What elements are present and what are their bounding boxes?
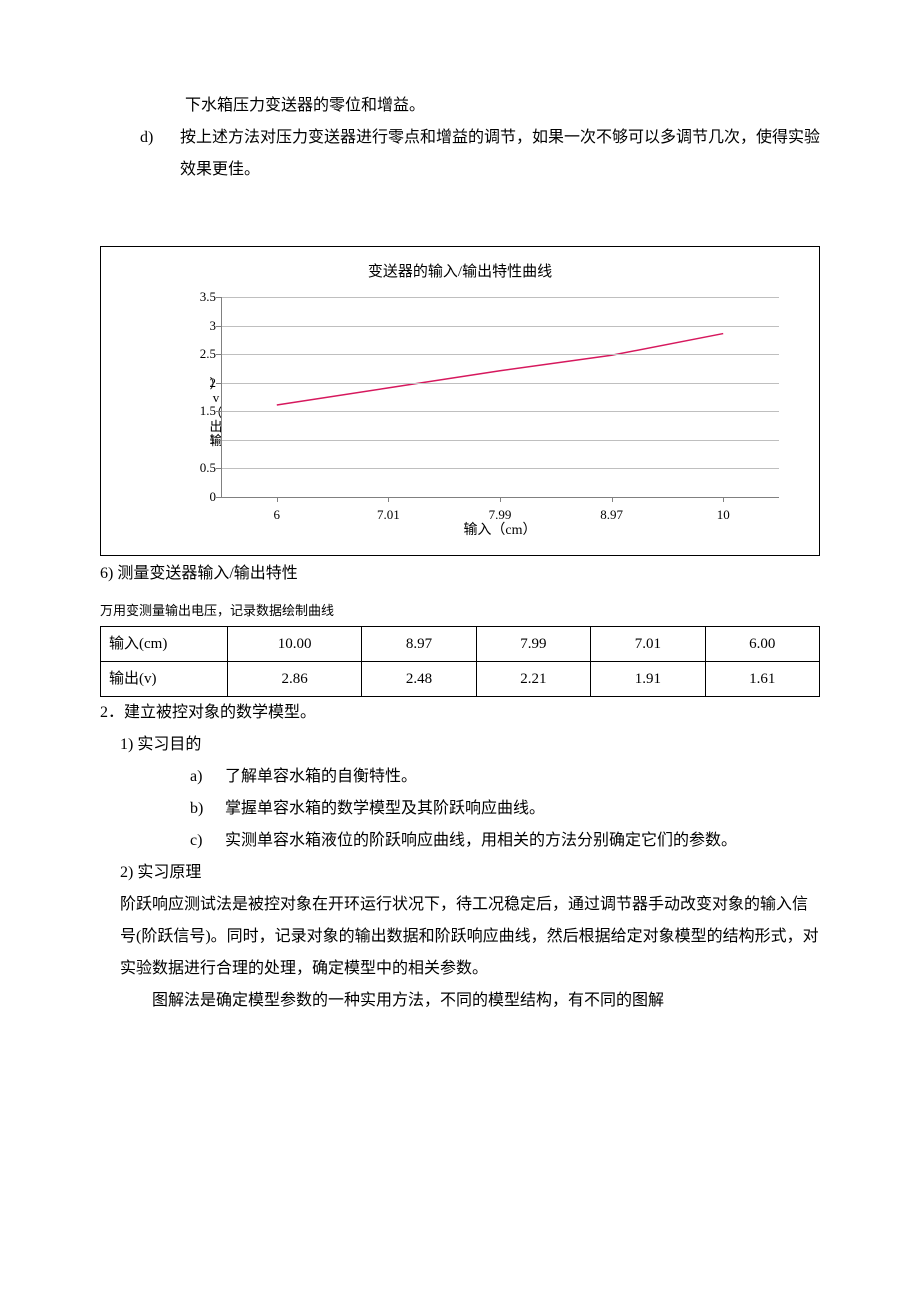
table-row: 输入(cm) 10.00 8.97 7.99 7.01 6.00 — [101, 627, 820, 662]
cell: 2.48 — [362, 662, 476, 697]
paragraph-2: 图解法是确定模型参数的一种实用方法，不同的模型结构，有不同的图解 — [100, 985, 820, 1017]
cell: 7.01 — [591, 627, 705, 662]
list-item-b: b) 掌握单容水箱的数学模型及其阶跃响应曲线。 — [190, 793, 820, 825]
list-item-a: a) 了解单容水箱的自衡特性。 — [190, 761, 820, 793]
list-item-c: c) 实测单容水箱液位的阶跃响应曲线，用相关的方法分别确定它们的参数。 — [190, 825, 820, 857]
content-b: 掌握单容水箱的数学模型及其阶跃响应曲线。 — [225, 793, 820, 825]
cell: 2.86 — [228, 662, 362, 697]
cell: 7.99 — [476, 627, 590, 662]
marker-c: c) — [190, 825, 225, 857]
list-content-d: 按上述方法对压力变送器进行零点和增益的调节，如果一次不够可以多调节几次，使得实验… — [180, 122, 820, 186]
list-marker-d: d) — [140, 122, 180, 186]
io-table: 输入(cm) 10.00 8.97 7.99 7.01 6.00 输出(v) 2… — [100, 626, 820, 697]
section-2-title: 2．建立被控对象的数学模型。 — [100, 697, 820, 729]
cell: 1.91 — [591, 662, 705, 697]
marker-a: a) — [190, 761, 225, 793]
row2-label: 输出(v) — [101, 662, 228, 697]
chart-plot — [221, 297, 779, 497]
page: 下水箱压力变送器的零位和增益。 d) 按上述方法对压力变送器进行零点和增益的调节… — [0, 0, 920, 1077]
chart-title: 变送器的输入/输出特性曲线 — [101, 257, 819, 287]
chart-svg — [221, 297, 779, 497]
cell: 2.21 — [476, 662, 590, 697]
cell: 8.97 — [362, 627, 476, 662]
chart-container: 变送器的输入/输出特性曲线 ）v（出输 00.511.522.533.5 67.… — [100, 246, 820, 556]
heading-6: 6) 测量变送器输入/输出特性 — [100, 558, 820, 590]
marker-b: b) — [190, 793, 225, 825]
content-a: 了解单容水箱的自衡特性。 — [225, 761, 820, 793]
subheading-1: 1) 实习目的 — [100, 729, 820, 761]
table-caption: 万用变测量输出电压，记录数据绘制曲线 — [100, 598, 820, 624]
cell: 10.00 — [228, 627, 362, 662]
list-item-d: d) 按上述方法对压力变送器进行零点和增益的调节，如果一次不够可以多调节几次，使… — [100, 122, 820, 186]
chart-line — [277, 334, 723, 405]
cell: 1.61 — [705, 662, 819, 697]
subheading-2: 2) 实习原理 — [100, 857, 820, 889]
row1-label: 输入(cm) — [101, 627, 228, 662]
chart-area: ）v（出输 00.511.522.533.5 67.017.998.9710 输… — [171, 287, 789, 547]
continuation-line: 下水箱压力变送器的零位和增益。 — [100, 90, 820, 122]
chart-x-label: 输入（cm） — [221, 517, 779, 545]
table-row: 输出(v) 2.86 2.48 2.21 1.91 1.61 — [101, 662, 820, 697]
chart-y-ticks: 00.511.522.533.5 — [171, 297, 216, 497]
paragraph-1: 阶跃响应测试法是被控对象在开环运行状况下，待工况稳定后，通过调节器手动改变对象的… — [100, 889, 820, 985]
content-c: 实测单容水箱液位的阶跃响应曲线，用相关的方法分别确定它们的参数。 — [225, 825, 820, 857]
cell: 6.00 — [705, 627, 819, 662]
sub-list: a) 了解单容水箱的自衡特性。 b) 掌握单容水箱的数学模型及其阶跃响应曲线。 … — [100, 761, 820, 857]
